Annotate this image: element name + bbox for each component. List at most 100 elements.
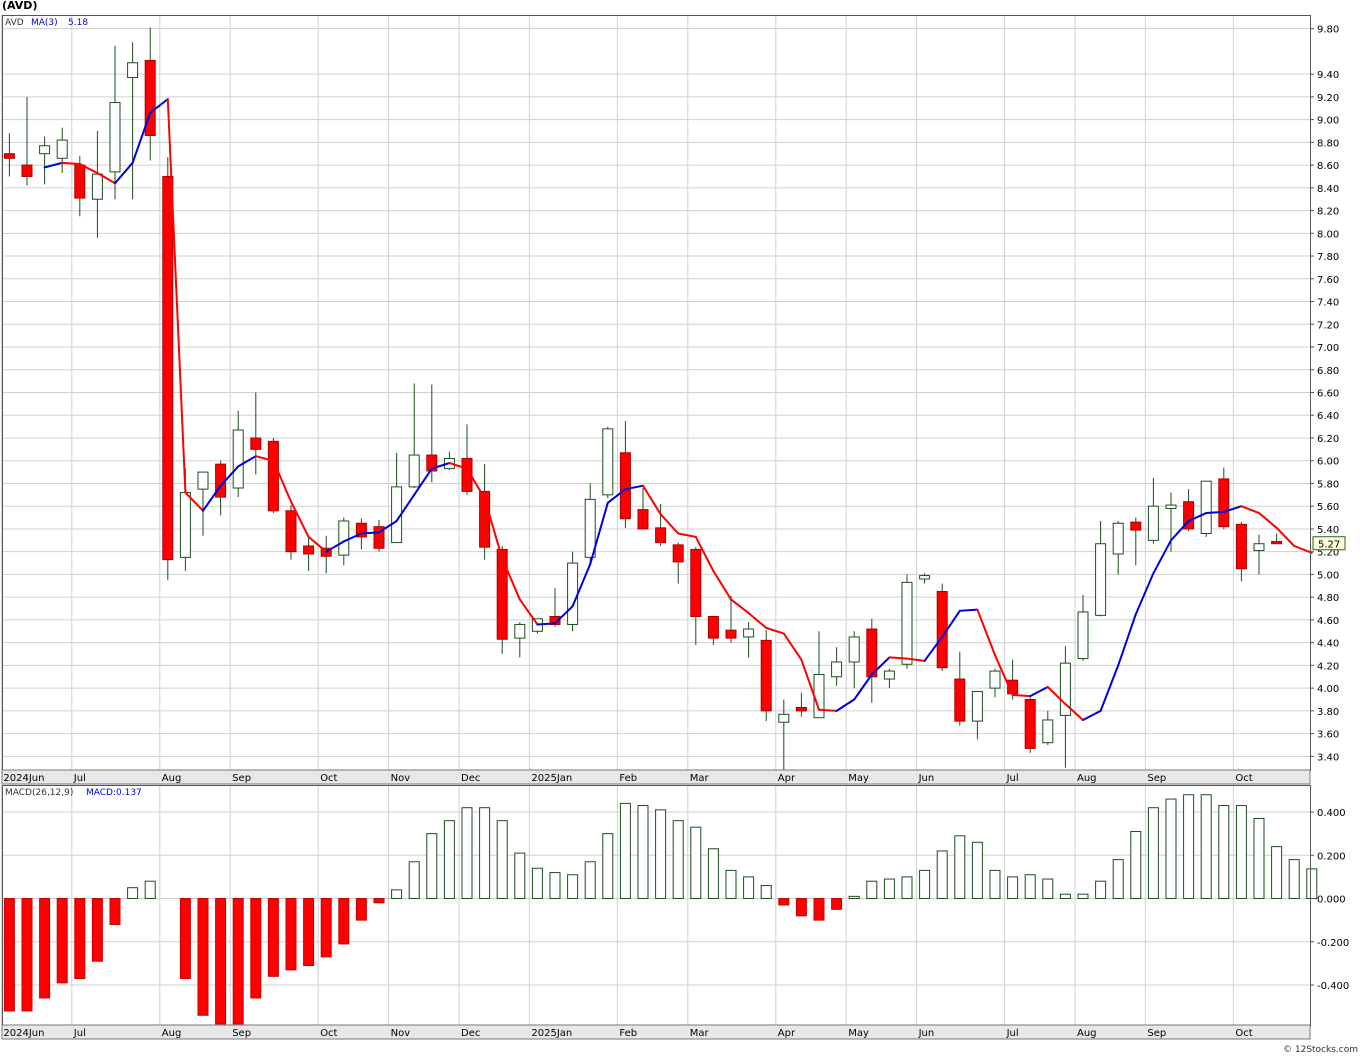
price-y-tick-label: 7.60: [1317, 275, 1339, 286]
last-price-badge-text: 5.27: [1318, 540, 1340, 551]
candle-body: [919, 575, 931, 580]
candle: [971, 691, 983, 740]
ma3-line-segment: [448, 461, 468, 470]
macd-y-tick-label: 0.000: [1317, 895, 1346, 906]
ma3-line-segment: [1046, 685, 1067, 706]
macd-bar: [831, 898, 843, 910]
ma3-line-segment: [325, 540, 345, 553]
candle: [1218, 467, 1230, 529]
candle: [813, 631, 825, 719]
macd-bar: [303, 898, 315, 967]
price-x-tick-label: Oct: [320, 773, 337, 784]
ma3-line-segment: [61, 161, 81, 165]
ma3-line-segment: [307, 535, 328, 553]
candle-body: [1059, 662, 1071, 716]
candle-body: [813, 673, 825, 719]
macd-bar: [954, 835, 966, 900]
price-y-tick-label: 6.00: [1317, 457, 1339, 468]
price-y-tick-label: 3.60: [1317, 730, 1339, 741]
candle: [215, 460, 227, 516]
macd-bar: [1095, 880, 1107, 900]
macd-bar: [232, 898, 244, 1025]
candle: [760, 630, 772, 722]
ma3-line-segment: [1258, 512, 1278, 529]
candle: [919, 573, 931, 584]
macd-bar: [373, 898, 385, 904]
macd-x-tick-label: Jun: [918, 1028, 935, 1039]
macd-y-tick-label: -0.400: [1317, 981, 1349, 992]
candle-body: [971, 691, 983, 722]
ma3-line-segment: [184, 491, 204, 512]
ma3-line-segment: [659, 513, 680, 535]
candle: [690, 547, 702, 645]
price-y-tick-label: 8.60: [1317, 161, 1339, 172]
macd-bar: [1218, 805, 1230, 900]
candle-body: [1271, 540, 1283, 545]
macd-bar: [619, 802, 631, 900]
ma3-line-segment: [1187, 512, 1208, 522]
ma3-line-segment: [712, 570, 732, 601]
candle: [461, 424, 473, 495]
candle-body: [109, 102, 121, 173]
candle: [743, 622, 755, 658]
candle-body: [831, 661, 843, 678]
candle: [883, 668, 895, 689]
macd-bar: [743, 876, 755, 900]
macd-bar: [549, 872, 561, 900]
macd-bar: [602, 833, 614, 900]
macd-legend-label: MACD(26,12,9): [5, 788, 73, 798]
ma3-line-segment: [131, 111, 152, 164]
candle: [514, 622, 526, 658]
candle-body: [514, 623, 526, 639]
candle: [320, 535, 332, 574]
candle-body: [1095, 543, 1107, 616]
macd-bar: [971, 841, 983, 900]
price-y-tick-label: 9.20: [1317, 93, 1339, 104]
candle: [1183, 489, 1195, 532]
ma3-line-segment: [536, 622, 556, 626]
ma3-line-segment: [378, 519, 398, 534]
candle-body: [901, 581, 913, 665]
candle-body: [479, 490, 491, 548]
macd-bar: [919, 869, 931, 900]
candle-body: [1200, 480, 1212, 534]
price-y-tick-label: 4.40: [1317, 639, 1339, 650]
candle-body: [760, 639, 772, 712]
macd-bar: [1165, 798, 1177, 900]
candle-body: [1024, 699, 1036, 749]
candle-body: [1147, 505, 1159, 541]
ma3-line-segment: [1152, 539, 1172, 575]
ma3-line-segment: [395, 493, 416, 522]
ma3-line-segment: [606, 488, 627, 504]
ma3-line-segment: [1222, 505, 1243, 513]
candle-body: [267, 440, 279, 512]
macd-x-tick-label: Nov: [391, 1028, 411, 1039]
price-y-tick-label: 5.20: [1317, 548, 1339, 559]
ma3-line-segment: [290, 500, 310, 538]
candle-body: [655, 527, 667, 544]
macd-x-tick-label: 2024Jun: [3, 1028, 44, 1039]
macd-bar: [637, 805, 649, 900]
ma3-line-segment: [272, 459, 292, 503]
macd-bar: [1077, 893, 1089, 900]
macd-bar: [391, 889, 403, 900]
candle-body: [197, 471, 209, 490]
price-x-tick-label: Apr: [778, 773, 796, 784]
candle: [74, 155, 86, 217]
macd-y-tick-label: 0.200: [1317, 851, 1346, 862]
macd-x-tick-label: Oct: [320, 1028, 337, 1039]
macd-bar: [496, 820, 508, 900]
candle: [672, 542, 684, 584]
ma3-line-segment: [149, 98, 169, 114]
price-x-axis: 2024Jun Jul Aug Sep Oct Nov Dec 2025Jan Feb Mar Ap…: [3, 773, 1252, 784]
ma3-line-segment: [1170, 519, 1190, 542]
candle: [954, 651, 966, 726]
candle: [1059, 646, 1071, 768]
candle-body: [602, 428, 614, 496]
candle: [408, 383, 420, 489]
candle: [637, 488, 649, 530]
macd-bar: [1042, 878, 1054, 900]
price-y-tick-label: 8.20: [1317, 207, 1339, 218]
candle: [1042, 710, 1054, 745]
price-y-tick-label: 7.80: [1317, 252, 1339, 263]
